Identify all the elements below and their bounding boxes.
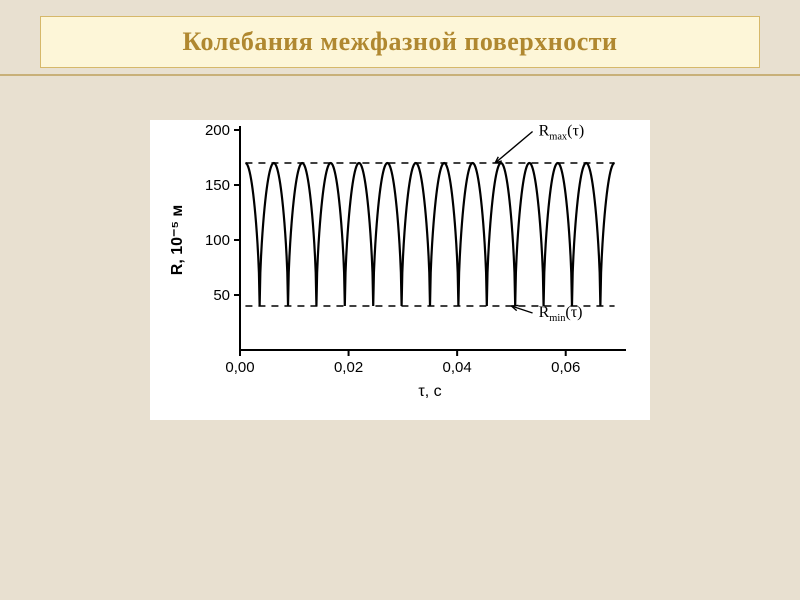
svg-text:τ, с: τ, с [418,383,441,400]
svg-text:0,00: 0,00 [225,359,254,376]
svg-text:100: 100 [205,232,230,249]
page-title: Колебания межфазной поверхности [182,27,617,57]
title-band: Колебания межфазной поверхности [40,16,760,68]
svg-text:0,06: 0,06 [551,359,580,376]
svg-text:50: 50 [213,287,230,304]
svg-text:R, 10⁻⁵ м: R, 10⁻⁵ м [169,205,186,275]
svg-text:0,02: 0,02 [334,359,363,376]
title-rule [0,74,800,76]
svg-text:0,04: 0,04 [443,359,472,376]
svg-text:150: 150 [205,177,230,194]
oscillation-chart: 50 100 150 200 0,00 0,02 0,04 0,06 τ, с R, 10⁻⁵ м… [150,120,650,420]
slide: { "title": "Колебания межфазной поверхно… [0,0,800,600]
svg-text:200: 200 [205,122,230,139]
chart-panel: 50 100 150 200 0,00 0,02 0,04 0,06 τ, с R, 10⁻⁵ м… [150,120,650,420]
